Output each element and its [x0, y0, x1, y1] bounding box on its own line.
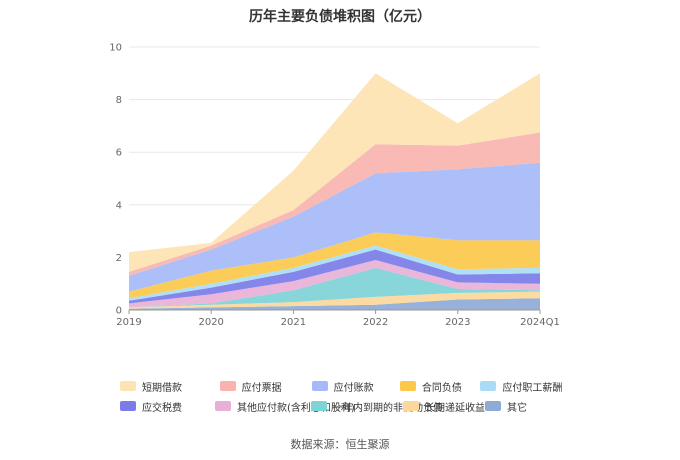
legend-swatch	[215, 401, 231, 411]
legend-label: 应付职工薪酬	[502, 382, 563, 394]
legend-label: 应付账款	[333, 382, 374, 394]
legend-item[interactable]: 应付职工薪酬	[480, 379, 580, 394]
legend-label: 应付票据	[241, 382, 282, 394]
area-series-1	[129, 291, 540, 309]
area-series-5	[129, 245, 540, 301]
y-tick-label: 2	[116, 253, 122, 264]
legend-item[interactable]: 其它	[485, 399, 580, 414]
legend-item[interactable]: 一年内到期的非流动负债	[311, 399, 443, 414]
x-tick-label: 2020	[198, 317, 223, 328]
y-tick-label: 8	[116, 95, 122, 106]
legend-label: 长期递延收益	[425, 402, 485, 414]
x-tick-label: 2024Q1	[520, 317, 560, 328]
legend-label: 应交税费	[142, 402, 182, 414]
area-series-2	[129, 267, 540, 308]
legend-swatch	[485, 401, 501, 411]
legend-label: 一年内到期的非流动负债	[333, 402, 443, 414]
x-tick-label: 2022	[363, 317, 388, 328]
legend-row: 短期借款 应付票据 应付账款 合同负债 应付职工薪酬	[120, 376, 580, 396]
legend-item[interactable]: 应付账款	[311, 379, 400, 394]
y-tick-label: 0	[116, 306, 122, 317]
legend-label: 其它	[507, 402, 527, 414]
x-tick-label: 2021	[281, 317, 306, 328]
legend-label: 短期借款	[142, 382, 182, 394]
x-tick-label: 2023	[445, 317, 470, 328]
chart-title: 历年主要负债堆积图（亿元）	[249, 9, 431, 25]
data-source: 数据来源：恒生聚源	[290, 438, 390, 451]
axis-layer: 0 2 4 6 8 10 2019 2020 2021 2022 2023 2024Q1	[109, 43, 560, 329]
legend-swatch	[311, 401, 327, 411]
area-series-6	[129, 232, 540, 299]
legend-row: 应交税费 其他应付款(含利息和股利) 一年内到期的非流动负债 长期递延收益 其它	[120, 396, 580, 416]
legend-item[interactable]: 其他应付款(含利息和股利)	[215, 399, 355, 414]
legend-item[interactable]: 合同负债	[399, 379, 481, 394]
area-series-4	[129, 249, 540, 304]
legend-item[interactable]: 应付票据	[219, 379, 312, 394]
x-tick-label: 2019	[116, 317, 141, 328]
legend-swatch	[219, 381, 236, 391]
area-series-0	[129, 298, 540, 310]
legend-label: 其他应付款(含利息和股利)	[237, 402, 355, 414]
legend: 短期借款 应付票据 应付账款 合同负债 应付职工薪酬应交税费 其他应付款(含利息和股利) 一…	[120, 376, 580, 416]
area-series-9	[129, 73, 540, 272]
area-series-8	[129, 132, 540, 276]
legend-label: 合同负债	[421, 382, 462, 394]
legend-swatch	[120, 381, 136, 391]
y-tick-label: 4	[116, 200, 122, 211]
legend-swatch	[480, 381, 497, 391]
area-series-3	[129, 260, 540, 308]
area-layer	[129, 73, 540, 310]
legend-swatch	[403, 401, 419, 411]
legend-item[interactable]: 应交税费	[120, 399, 215, 414]
legend-swatch	[120, 401, 136, 411]
legend-item[interactable]: 短期借款	[120, 379, 220, 394]
legend-swatch	[399, 381, 416, 391]
y-tick-label: 6	[116, 148, 122, 159]
y-tick-label: 10	[109, 43, 122, 54]
legend-item[interactable]: 长期递延收益	[403, 399, 485, 414]
legend-swatch	[311, 381, 328, 391]
area-series-7	[129, 162, 540, 292]
